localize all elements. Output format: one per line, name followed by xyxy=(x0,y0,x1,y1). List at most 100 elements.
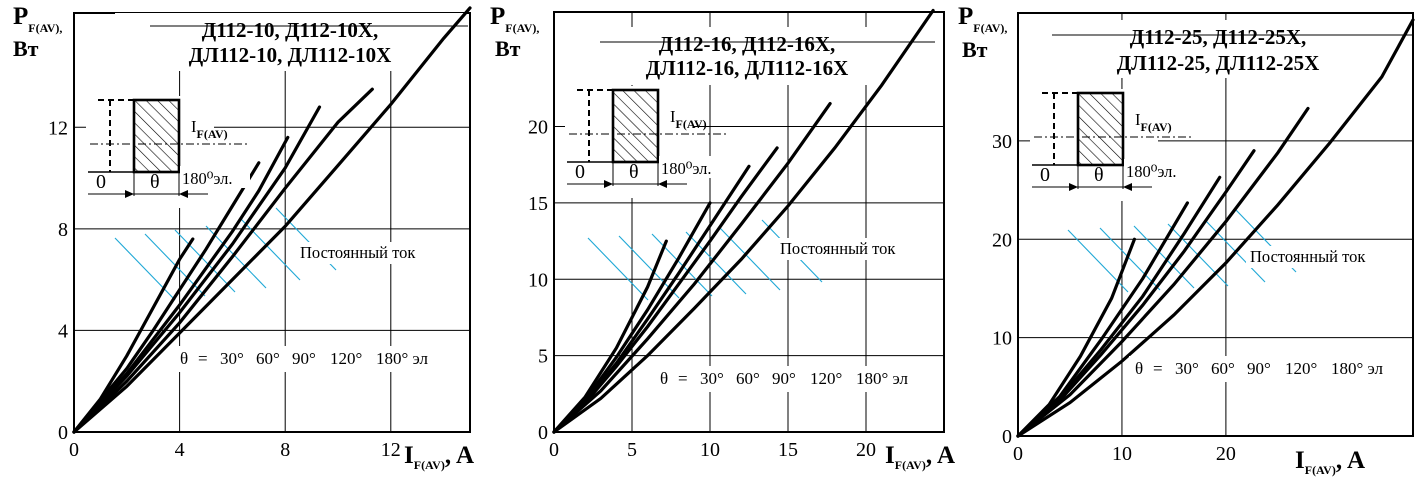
x-axis-label: IF(AV), A xyxy=(1295,447,1365,477)
theta-legend-item: 30° xyxy=(220,349,244,368)
series-line-5 xyxy=(1016,106,1310,438)
y-axis-unit: Вт xyxy=(495,36,521,61)
inset-arrow-right xyxy=(604,180,613,188)
theta-legend-item: 60° xyxy=(256,349,280,368)
y-tick-label: 10 xyxy=(992,328,1012,350)
series-line-3 xyxy=(1016,175,1222,438)
waveform-inset: 0 θ 180⁰эл. IF(AV) xyxy=(86,96,250,208)
title-backdrop xyxy=(1043,20,1393,78)
chart-title-line-1: Д112-16, Д112-16Х, xyxy=(659,32,835,56)
inset-current-label: IF(AV) xyxy=(670,107,707,131)
x-tick-label: 20 xyxy=(1216,443,1236,465)
x-axis-label-main: I xyxy=(1295,447,1305,474)
series-leader-line xyxy=(205,225,267,289)
y-tick-label: 10 xyxy=(528,269,548,291)
chart-panel-2: 0 5 10 15 20 0 5 10 15 20 Д112-16, Д112-16Х,ДЛ112-… xyxy=(488,2,969,473)
inset-current-label-sub: F(AV) xyxy=(676,117,707,131)
chart-title-line-1: Д112-25, Д112-25Х, xyxy=(1130,25,1306,49)
y-axis-label-main: P xyxy=(490,3,505,30)
inset-period-backdrop xyxy=(659,156,729,178)
chart-title-line-2: ДЛ112-25, ДЛ112-25Х xyxy=(1117,51,1320,75)
theta-legend-item: 180° эл xyxy=(376,349,429,368)
series-line-5 xyxy=(72,87,374,434)
inset-current-label-sub: F(AV) xyxy=(197,127,228,141)
title-backdrop xyxy=(115,13,465,71)
inset-current-label-main: I xyxy=(1135,110,1141,129)
y-tick-label: 5 xyxy=(538,346,548,368)
y-axis-label-sub: F(AV), xyxy=(505,21,539,35)
theta-legend-item: 60° xyxy=(1211,359,1235,378)
x-axis-label-sub: F(AV) xyxy=(1305,463,1336,477)
x-axis-unit: , A xyxy=(926,442,955,469)
y-axis-label-sub: F(AV), xyxy=(28,21,62,35)
chart-title-line-2: ДЛ112-10, ДЛ112-10Х xyxy=(189,43,392,67)
ylabel-backdrop xyxy=(956,2,1016,62)
inset-arrow-right xyxy=(125,190,134,198)
series-line-4 xyxy=(1016,149,1256,438)
y-axis-label-sub: F(AV), xyxy=(973,21,1007,35)
inset-zero-label: 0 xyxy=(96,171,106,193)
series-line-6 xyxy=(1016,18,1415,438)
series-leader-line xyxy=(1099,227,1161,291)
inset-theta-label: θ xyxy=(150,171,160,193)
series-leader-line xyxy=(587,237,649,301)
xlabel-backdrop xyxy=(1291,444,1379,478)
dc-label-backdrop xyxy=(1246,246,1406,268)
inset-arrow-left xyxy=(1123,183,1132,191)
y-axis-unit: Вт xyxy=(962,37,988,62)
series-leader-line xyxy=(114,237,176,301)
x-axis-unit: , A xyxy=(445,442,474,469)
inset-pulse xyxy=(611,88,660,164)
theta-legend-item: θ xyxy=(1135,359,1143,378)
y-axis-label: PF(AV), xyxy=(13,3,62,35)
inset-current-label: IF(AV) xyxy=(191,117,228,141)
y-tick-label: 0 xyxy=(1002,426,1012,448)
y-axis-label-main: P xyxy=(958,3,973,30)
inset-period-backdrop xyxy=(180,166,250,188)
series-line-4 xyxy=(552,146,779,434)
y-tick-label: 20 xyxy=(528,117,548,139)
chart-panel-3: 0 10 20 0 10 20 30 Д112-25, Д112-25Х,ДЛ112-25, … xyxy=(956,2,1415,478)
x-tick-label: 15 xyxy=(778,439,798,461)
x-tick-label: 0 xyxy=(1013,443,1023,465)
x-tick-label: 0 xyxy=(69,439,79,461)
x-axis-unit: , A xyxy=(1336,447,1365,474)
x-tick-label: 10 xyxy=(700,439,720,461)
x-axis-label-main: I xyxy=(404,442,414,469)
xlabel-backdrop xyxy=(400,439,488,473)
series-line-2 xyxy=(1016,201,1189,438)
dc-current-label: Постоянный ток xyxy=(1250,247,1366,266)
theta-legend-item: 180° эл xyxy=(1331,359,1384,378)
theta-legend-item: θ xyxy=(660,369,668,388)
dc-label-backdrop xyxy=(296,242,456,264)
inset-current-label-main: I xyxy=(670,107,676,126)
chart-panel-1: 0 4 8 12 0 4 8 12 Д112-10, Д112-10Х,ДЛ112-10, ДЛ… xyxy=(11,2,488,473)
y-tick-label: 8 xyxy=(58,219,68,241)
title-backdrop xyxy=(572,27,922,85)
chart-title-line-2: ДЛ112-16, ДЛ112-16Х xyxy=(646,56,849,80)
ylabel-backdrop xyxy=(488,2,548,62)
series-leader-line xyxy=(685,231,747,295)
x-axis-label-main: I xyxy=(885,442,895,469)
theta-legend-backdrop xyxy=(654,366,929,392)
y-axis-label-main: P xyxy=(13,3,28,30)
series-leader-line xyxy=(174,229,236,293)
ylabel-backdrop xyxy=(11,2,71,62)
series-line-6 xyxy=(72,6,472,434)
chart-title-line-1: Д112-10, Д112-10Х, xyxy=(202,18,378,42)
inset-pulse xyxy=(1076,91,1125,167)
y-axis-label: PF(AV), xyxy=(958,3,1007,35)
theta-legend-item: 90° xyxy=(772,369,796,388)
series-line-4 xyxy=(72,105,322,434)
inset-zero-label: 0 xyxy=(1040,164,1050,186)
xlabel-backdrop xyxy=(881,439,969,473)
inset-period-label: 180⁰эл. xyxy=(1126,162,1177,181)
plot-frame xyxy=(553,11,945,433)
x-axis-label: IF(AV), A xyxy=(404,442,474,472)
theta-legend-item: = xyxy=(198,349,208,368)
dc-label-backdrop xyxy=(776,238,936,260)
x-tick-label: 10 xyxy=(1112,443,1132,465)
inset-period-backdrop xyxy=(1124,159,1194,181)
series-leader-line xyxy=(1133,225,1195,289)
